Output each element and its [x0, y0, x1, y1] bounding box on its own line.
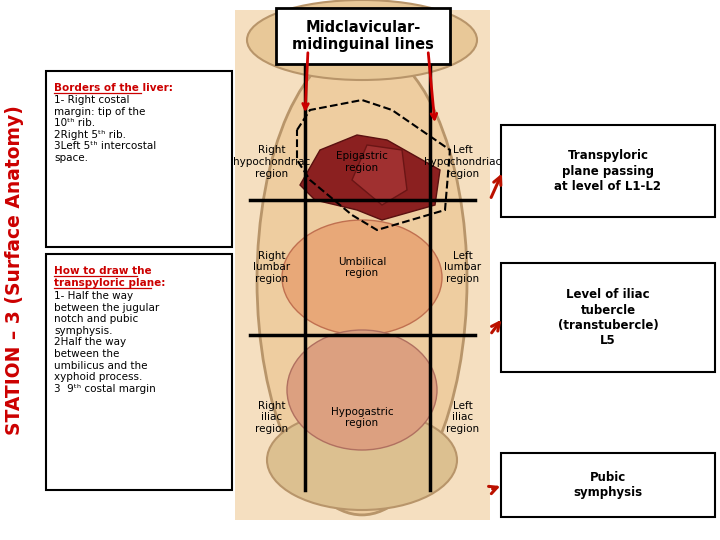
Text: Hypogastric
region: Hypogastric region [330, 407, 393, 428]
Text: Transpyloric
plane passing
at level of L1-L2: Transpyloric plane passing at level of L… [554, 150, 662, 192]
Text: Right
hypochondriac
region: Right hypochondriac region [233, 145, 310, 179]
Text: Epigastric
region: Epigastric region [336, 151, 388, 173]
Text: Borders of the liver:: Borders of the liver: [54, 83, 173, 93]
Text: Left
lumbar
region: Left lumbar region [444, 251, 482, 284]
Text: How to draw the: How to draw the [54, 266, 152, 276]
Text: STATION – 3 (Surface Anatomy): STATION – 3 (Surface Anatomy) [6, 105, 24, 435]
Polygon shape [300, 135, 440, 220]
Ellipse shape [267, 410, 457, 510]
Text: Level of iliac
tubercle
(transtubercle)
L5: Level of iliac tubercle (transtubercle) … [557, 288, 658, 347]
Text: Right
lumbar
region: Right lumbar region [253, 251, 291, 284]
FancyBboxPatch shape [276, 8, 450, 64]
FancyBboxPatch shape [46, 71, 232, 247]
Text: 1- Right costal
margin: tip of the
10ᵗʰ rib.
2Right 5ᵗʰ rib.
3Left 5ᵗʰ intercost: 1- Right costal margin: tip of the 10ᵗʰ … [54, 95, 156, 163]
FancyBboxPatch shape [501, 125, 715, 217]
Ellipse shape [257, 46, 467, 515]
Text: Pubic
symphysis: Pubic symphysis [573, 471, 642, 499]
Text: transpyloric plane:: transpyloric plane: [54, 278, 166, 288]
FancyBboxPatch shape [501, 263, 715, 372]
Text: Right
iliac
region: Right iliac region [256, 401, 289, 434]
Ellipse shape [282, 220, 442, 335]
Text: Umbilical
region: Umbilical region [338, 256, 386, 278]
Text: 1- Half the way
between the jugular
notch and pubic
symphysis.
2Half the way
bet: 1- Half the way between the jugular notc… [54, 291, 159, 394]
FancyBboxPatch shape [235, 10, 490, 520]
Text: Midclavicular-
midinguinal lines: Midclavicular- midinguinal lines [292, 20, 434, 52]
Polygon shape [352, 145, 407, 205]
Text: Left
iliac
region: Left iliac region [446, 401, 480, 434]
Ellipse shape [287, 330, 437, 450]
FancyBboxPatch shape [501, 453, 715, 517]
FancyBboxPatch shape [46, 254, 232, 490]
Ellipse shape [247, 0, 477, 80]
Text: Left
hypochondriac
region: Left hypochondriac region [424, 145, 502, 179]
